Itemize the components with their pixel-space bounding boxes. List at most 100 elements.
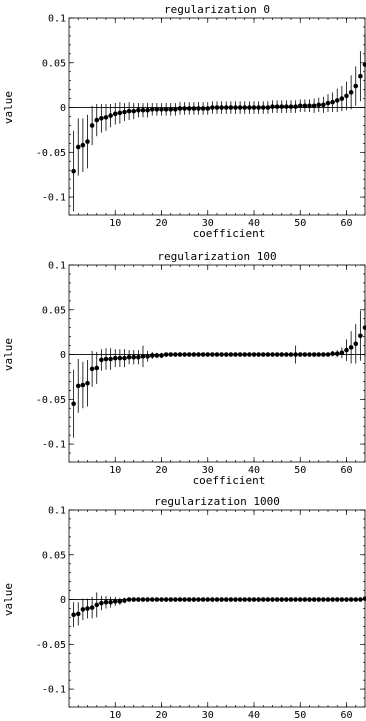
data-point xyxy=(330,351,335,356)
y-tick-label: 0.05 xyxy=(42,550,66,561)
data-point xyxy=(136,354,141,360)
data-point xyxy=(163,597,169,602)
data-point xyxy=(99,115,104,121)
data-point xyxy=(80,607,86,612)
y-tick-label: -0.1 xyxy=(42,685,66,696)
data-point xyxy=(219,352,224,357)
x-tick-label: 40 xyxy=(248,218,260,229)
data-point xyxy=(307,597,312,602)
x-axis-label: coefficient xyxy=(193,719,266,721)
data-point xyxy=(256,597,261,602)
data-point xyxy=(334,351,340,356)
data-point xyxy=(89,366,95,372)
data-point xyxy=(140,597,146,602)
data-point xyxy=(237,105,243,110)
y-tick-label: 0 xyxy=(60,103,66,114)
data-point xyxy=(214,352,220,357)
data-point xyxy=(136,107,141,113)
data-point xyxy=(228,352,234,357)
data-point xyxy=(112,599,118,604)
x-tick-label: 40 xyxy=(248,710,260,721)
data-point xyxy=(200,352,206,357)
chart-panel-0: regularization 0 -0.1 -0.05 0 0.05 0.1 10 20 30 4… xyxy=(2,3,366,240)
data-point xyxy=(205,106,211,111)
data-point xyxy=(122,598,127,603)
data-point xyxy=(149,597,155,602)
data-point xyxy=(173,597,178,602)
data-point xyxy=(265,597,271,602)
x-tick-label: 40 xyxy=(248,465,260,476)
data-point xyxy=(362,325,366,330)
data-point xyxy=(71,612,76,618)
data-point xyxy=(131,108,137,114)
data-point xyxy=(186,106,192,111)
y-tick-label: 0 xyxy=(60,595,66,606)
data-point xyxy=(71,168,76,174)
data-point xyxy=(247,352,252,357)
data-point xyxy=(307,352,312,357)
data-point xyxy=(75,383,81,389)
y-tick-label: -0.1 xyxy=(42,193,66,204)
y-tick-label: 0.1 xyxy=(48,261,66,272)
data-point xyxy=(339,96,345,101)
data-point xyxy=(205,352,211,357)
data-point xyxy=(316,102,322,108)
y-tick-label: 0.1 xyxy=(48,14,66,25)
data-point xyxy=(154,353,160,358)
data-point xyxy=(196,352,201,357)
x-tick-label: 20 xyxy=(155,710,167,721)
data-point xyxy=(223,597,229,602)
data-point xyxy=(237,352,243,357)
data-point xyxy=(117,110,123,116)
data-point xyxy=(247,105,252,110)
data-point xyxy=(182,352,187,357)
x-tick-label: 60 xyxy=(340,218,352,229)
data-point xyxy=(168,107,174,112)
y-tick-label: 0.1 xyxy=(48,506,66,517)
x-tick-label: 20 xyxy=(155,465,167,476)
data-point xyxy=(344,347,349,353)
data-point xyxy=(219,105,224,110)
data-point xyxy=(293,104,298,109)
data-point xyxy=(103,115,109,120)
data-point xyxy=(237,597,243,602)
data-point xyxy=(126,597,132,602)
data-point xyxy=(94,602,100,608)
data-point xyxy=(260,352,266,357)
data-point xyxy=(149,353,155,358)
y-tick-label: -0.1 xyxy=(42,440,66,451)
data-point xyxy=(131,354,137,360)
data-point xyxy=(288,352,294,357)
x-tick-label: 60 xyxy=(340,465,352,476)
data-point xyxy=(85,139,90,144)
data-point xyxy=(330,597,335,602)
data-point xyxy=(344,597,349,602)
data-point xyxy=(233,597,238,602)
x-tick-label: 20 xyxy=(155,218,167,229)
data-point xyxy=(242,352,248,357)
data-point xyxy=(270,352,275,357)
data-point xyxy=(316,352,322,357)
data-point xyxy=(219,597,224,602)
data-point xyxy=(85,380,90,386)
data-point xyxy=(145,597,150,602)
data-point xyxy=(256,105,261,110)
data-point xyxy=(122,109,127,115)
data-point xyxy=(270,597,275,602)
y-tick-label: 0 xyxy=(60,350,66,361)
data-point xyxy=(149,107,155,112)
data-point xyxy=(274,597,280,602)
data-point xyxy=(284,597,289,602)
chart-title: regularization 0 xyxy=(164,3,270,16)
data-point xyxy=(348,90,354,95)
data-point xyxy=(94,117,100,123)
data-point xyxy=(182,597,187,602)
data-point xyxy=(99,357,104,363)
data-point xyxy=(163,352,169,357)
chart-panel-2: regularization 1000 -0.1 -0.05 0 0.05 0.1 10 20… xyxy=(2,495,366,721)
data-point xyxy=(279,104,285,109)
chart-title: regularization 1000 xyxy=(154,495,280,508)
data-point xyxy=(196,597,201,602)
data-point xyxy=(265,352,271,357)
data-point xyxy=(260,105,266,110)
